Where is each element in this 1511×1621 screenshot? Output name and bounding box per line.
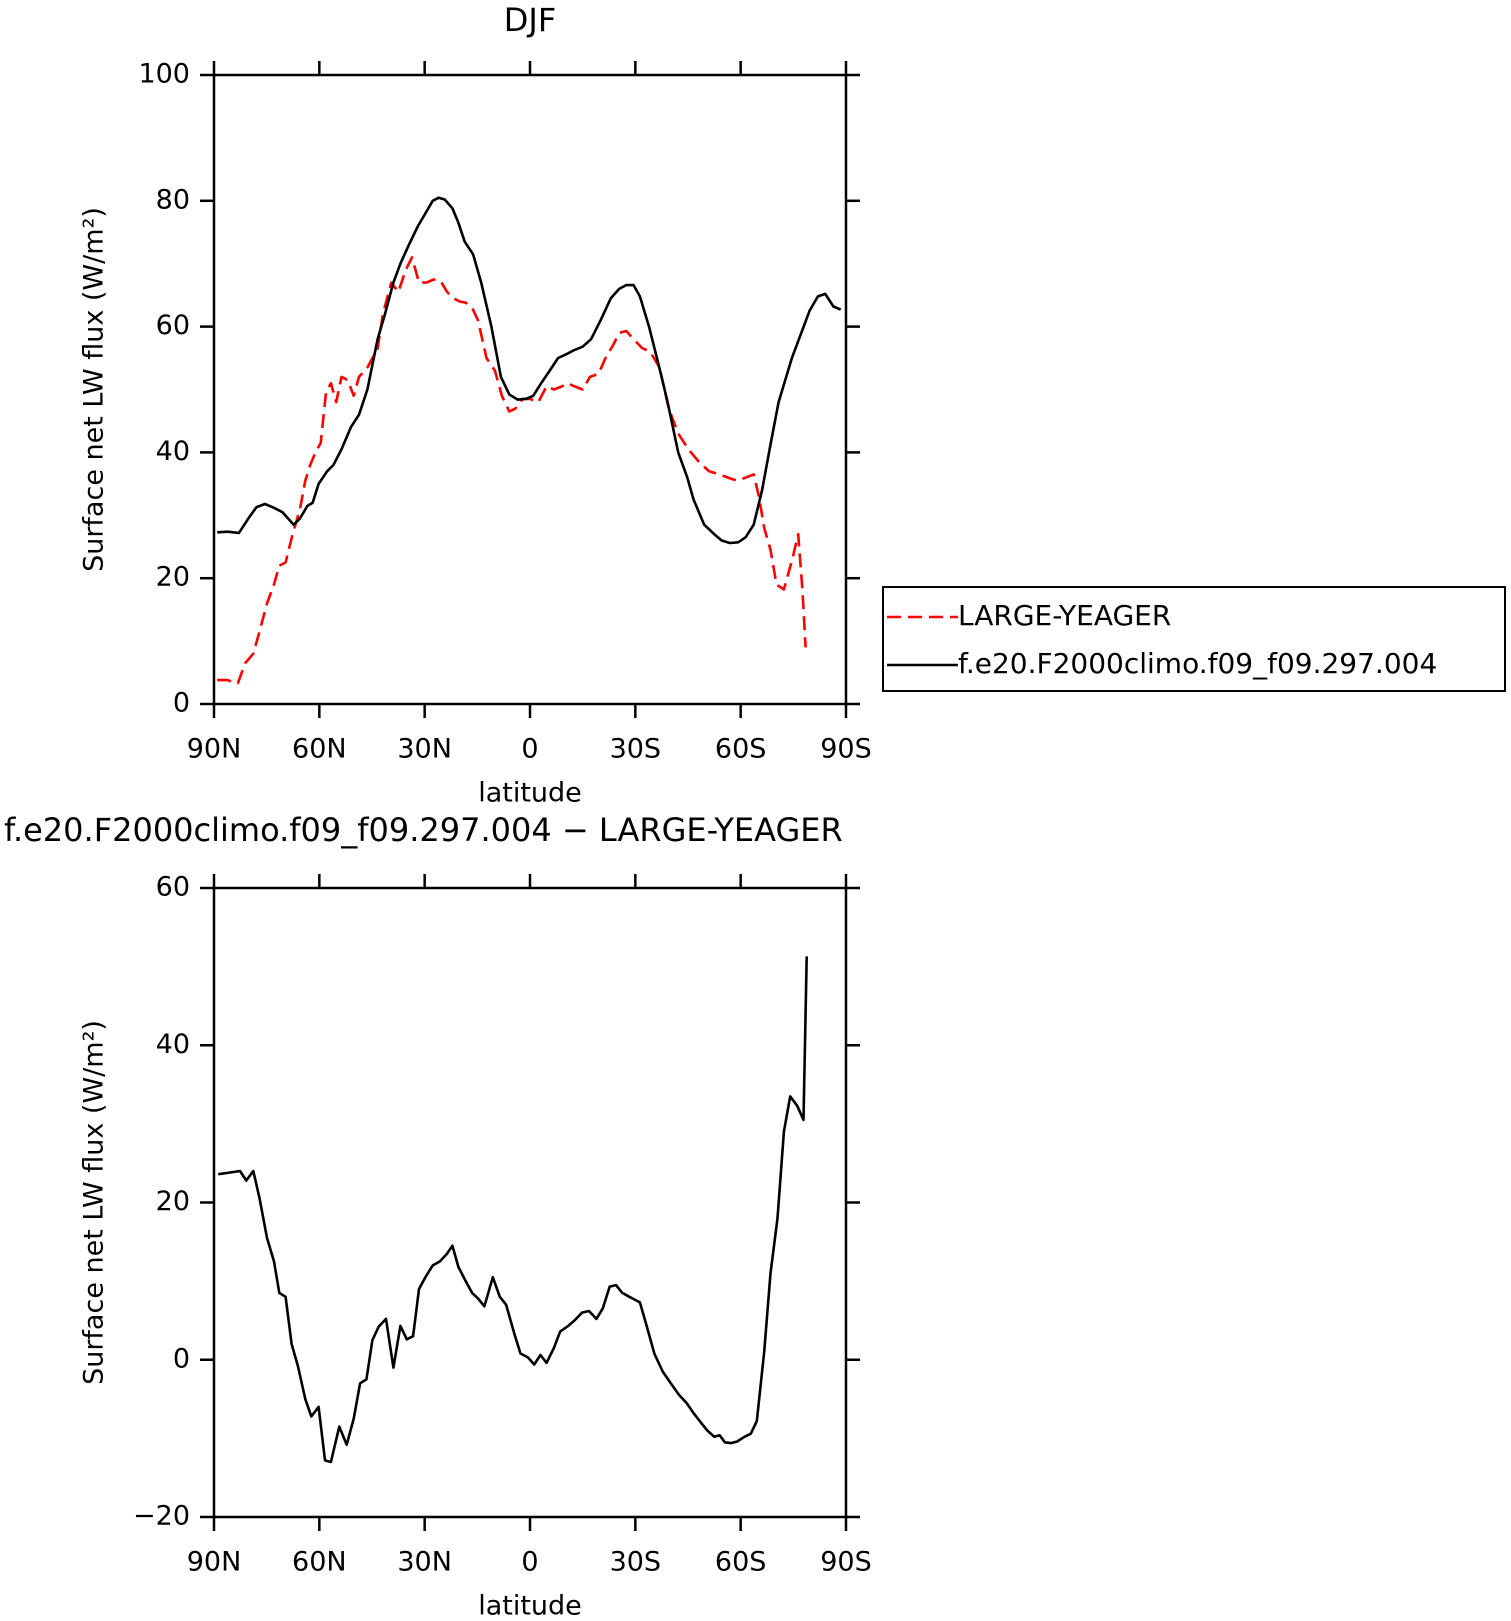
x-tick-label: 0 xyxy=(521,1547,538,1578)
chart-title: f.e20.F2000climo.f09_f09.297.004 − LARGE… xyxy=(4,811,843,849)
x-tick-label: 30S xyxy=(610,1547,662,1578)
x-tick-label: 30N xyxy=(397,1547,452,1578)
x-axis-label: latitude xyxy=(478,1591,582,1621)
x-tick-label: 60S xyxy=(715,1547,767,1578)
x-tick-label: 30S xyxy=(610,734,662,765)
y-axis-label: Surface net LW flux (W/m²) xyxy=(79,1020,110,1385)
y-tick-label: 20 xyxy=(156,1186,190,1217)
x-tick-label: 0 xyxy=(521,734,538,765)
y-tick-label: −20 xyxy=(133,1501,190,1532)
y-tick-label: 0 xyxy=(173,1343,190,1374)
x-tick-label: 90N xyxy=(187,1547,242,1578)
x-tick-label: 90S xyxy=(820,734,872,765)
plot-frame xyxy=(212,886,848,1519)
x-tick-label: 60N xyxy=(292,734,347,765)
y-tick-label: 60 xyxy=(156,310,190,341)
y-tick-label: 40 xyxy=(156,1029,190,1060)
data-line xyxy=(217,196,842,545)
x-tick-label: 90N xyxy=(187,734,242,765)
x-tick-label: 60S xyxy=(715,734,767,765)
legend-box xyxy=(882,586,1506,692)
x-tick-label: 60N xyxy=(292,1547,347,1578)
legend-label: LARGE-YEAGER xyxy=(958,599,1171,632)
y-tick-label: 60 xyxy=(156,872,190,903)
legend-label: f.e20.F2000climo.f09_f09.297.004 xyxy=(958,647,1437,680)
x-tick-label: 90S xyxy=(820,1547,872,1578)
chart-title: DJF xyxy=(504,1,556,39)
data-line xyxy=(218,956,808,1464)
plot-frame xyxy=(212,73,848,706)
y-tick-label: 100 xyxy=(138,59,190,90)
y-tick-label: 80 xyxy=(156,184,190,215)
data-line xyxy=(217,256,807,685)
x-axis-label: latitude xyxy=(478,778,582,809)
y-tick-label: 0 xyxy=(173,688,190,719)
y-tick-label: 40 xyxy=(156,436,190,467)
y-axis-label: Surface net LW flux (W/m²) xyxy=(79,207,110,572)
y-tick-label: 20 xyxy=(156,562,190,593)
x-tick-label: 30N xyxy=(397,734,452,765)
